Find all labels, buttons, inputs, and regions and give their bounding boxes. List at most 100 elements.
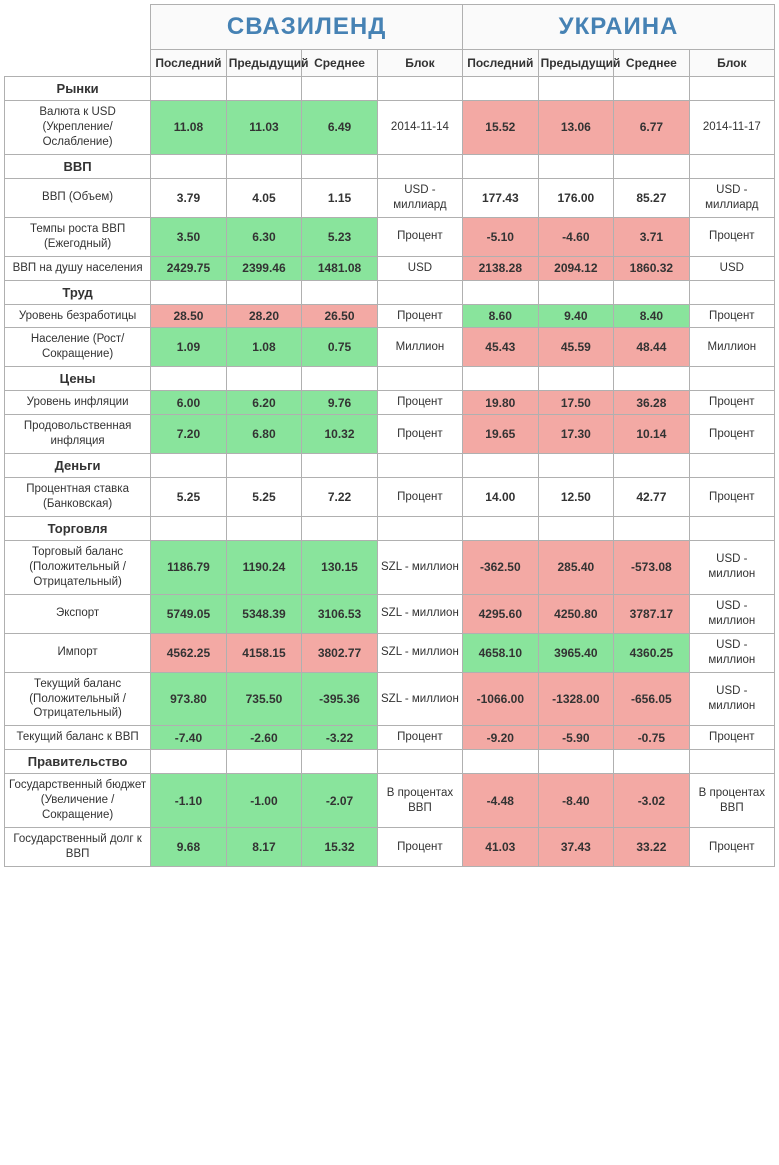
section-blank [226,454,302,478]
value-cell: 13.06 [538,101,614,155]
value-cell: 3802.77 [302,633,378,672]
row-label: Государственный бюджет (Увеличение /Сокр… [5,774,151,828]
value-cell: 8.40 [614,304,690,328]
value-cell: 6.30 [226,217,302,256]
section-blank [463,367,539,391]
section-blank [614,454,690,478]
value-cell: 6.00 [151,391,227,415]
value-cell: 5.25 [151,478,227,517]
value-cell: 41.03 [463,828,539,867]
value-cell: 4158.15 [226,633,302,672]
value-cell: -1.00 [226,774,302,828]
section-blank [614,280,690,304]
value-cell: 1.08 [226,328,302,367]
section-blank [538,750,614,774]
table-row: Уровень безработицы28.5028.2026.50Процен… [5,304,775,328]
section-header: Правительство [5,750,151,774]
value-cell: 9.68 [151,828,227,867]
row-label: Валюта к USD (Укрепление/ Ослабление) [5,101,151,155]
section-blank [614,750,690,774]
value-cell: 1186.79 [151,541,227,595]
col-header: Среднее [302,50,378,77]
row-label: Торговый баланс (Положительный /Отрицате… [5,541,151,595]
value-cell: 973.80 [151,672,227,726]
value-cell: 12.50 [538,478,614,517]
value-cell: 2399.46 [226,256,302,280]
unit-cell: В процентах ВВП [377,774,462,828]
value-cell: 130.15 [302,541,378,595]
section-blank [226,517,302,541]
row-label: Текущий баланс (Положительный /Отрицател… [5,672,151,726]
value-cell: 85.27 [614,178,690,217]
unit-cell: В процентах ВВП [689,774,774,828]
value-cell: 3787.17 [614,594,690,633]
section-blank [614,77,690,101]
unit-cell: Процент [377,304,462,328]
value-cell: -5.90 [538,726,614,750]
table-row: Процентная ставка (Банковская)5.255.257.… [5,478,775,517]
value-cell: 10.32 [302,415,378,454]
row-label: Темпы роста ВВП (Ежегодный) [5,217,151,256]
value-cell: 45.43 [463,328,539,367]
unit-cell: USD - миллиард [377,178,462,217]
row-label: Процентная ставка (Банковская) [5,478,151,517]
value-cell: -362.50 [463,541,539,595]
section-blank [689,77,774,101]
value-cell: 26.50 [302,304,378,328]
row-label: Продовольственная инфляция [5,415,151,454]
value-cell: -656.05 [614,672,690,726]
table-row: Торговый баланс (Положительный /Отрицате… [5,541,775,595]
value-cell: -1328.00 [538,672,614,726]
row-label: Импорт [5,633,151,672]
value-cell: 19.65 [463,415,539,454]
section-blank [377,367,462,391]
value-cell: -5.10 [463,217,539,256]
value-cell: 1860.32 [614,256,690,280]
section-blank [377,154,462,178]
table-row: Население (Рост/Сокращение)1.091.080.75М… [5,328,775,367]
value-cell: 14.00 [463,478,539,517]
value-cell: 0.75 [302,328,378,367]
section-blank [689,517,774,541]
value-cell: 28.50 [151,304,227,328]
table-row: Темпы роста ВВП (Ежегодный)3.506.305.23П… [5,217,775,256]
row-label: Уровень безработицы [5,304,151,328]
value-cell: 10.14 [614,415,690,454]
value-cell: 5348.39 [226,594,302,633]
value-cell: 4295.60 [463,594,539,633]
section-blank [689,154,774,178]
table-row: Валюта к USD (Укрепление/ Ослабление)11.… [5,101,775,155]
row-label: Уровень инфляции [5,391,151,415]
corner-cell [5,5,151,77]
value-cell: 9.40 [538,304,614,328]
value-cell: 4658.10 [463,633,539,672]
section-blank [463,280,539,304]
country-header-b: УКРАИНА [463,5,775,50]
section-blank [614,367,690,391]
value-cell: -1.10 [151,774,227,828]
section-blank [377,517,462,541]
value-cell: 19.80 [463,391,539,415]
unit-cell: Процент [377,478,462,517]
section-blank [226,367,302,391]
unit-cell: Процент [377,217,462,256]
value-cell: -7.40 [151,726,227,750]
value-cell: 11.08 [151,101,227,155]
value-cell: 8.17 [226,828,302,867]
value-cell: 36.28 [614,391,690,415]
value-cell: 4250.80 [538,594,614,633]
value-cell: 15.52 [463,101,539,155]
section-blank [226,280,302,304]
unit-cell: USD - миллиард [689,178,774,217]
comparison-table: СВАЗИЛЕНД УКРАИНА Последний Предыдущий С… [4,4,775,867]
section-blank [538,280,614,304]
section-blank [151,154,227,178]
value-cell: 2138.28 [463,256,539,280]
section-blank [151,280,227,304]
value-cell: 2094.12 [538,256,614,280]
table-body: РынкиВалюта к USD (Укрепление/ Ослаблени… [5,77,775,867]
value-cell: 45.59 [538,328,614,367]
section-blank [463,154,539,178]
unit-cell: Процент [377,828,462,867]
section-blank [151,77,227,101]
